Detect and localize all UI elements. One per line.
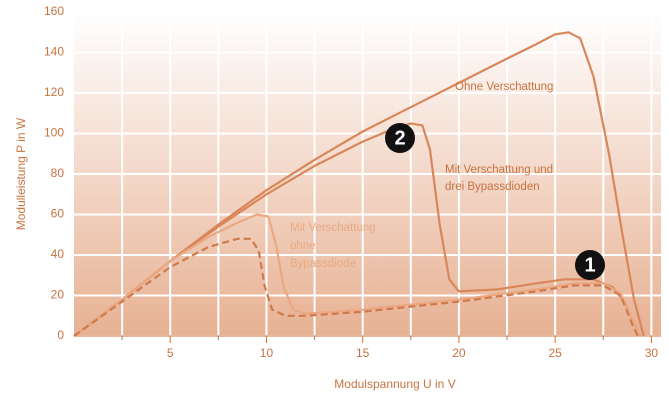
x-tick-label: 30 (645, 346, 659, 360)
annotation: Mit Verschattung (290, 222, 376, 234)
y-tick-label: 120 (44, 85, 64, 99)
annotation: Mit Verschattung und (445, 164, 553, 176)
y-tick-label: 20 (51, 288, 65, 302)
y-axis-label: Modulleistung P in W (14, 117, 28, 230)
series-line (73, 213, 641, 337)
y-tick-label: 160 (44, 4, 64, 18)
y-tick-label: 80 (51, 166, 65, 180)
y-tick-label: 100 (44, 126, 64, 140)
annotation: ohne (290, 240, 316, 252)
badge-label: 1 (584, 254, 595, 276)
y-tick-label: 60 (51, 207, 65, 221)
x-tick-label: 5 (167, 346, 174, 360)
x-tick-label: 25 (548, 346, 562, 360)
annotation: drei Bypassdioden (445, 181, 540, 193)
badge (575, 250, 605, 280)
y-tick-label: 40 (51, 247, 65, 261)
annotation: Bypassdiode (290, 258, 356, 270)
x-axis-label: Modulspannung U in V (334, 377, 455, 391)
x-tick-label: 15 (356, 346, 370, 360)
series-line (73, 31, 645, 337)
x-tick-label: 10 (260, 346, 274, 360)
annotation: Ohne Verschattung (455, 81, 553, 93)
y-tick-label: 0 (57, 328, 64, 342)
x-tick-label: 20 (452, 346, 466, 360)
badge (385, 123, 415, 153)
badge-label: 2 (394, 127, 405, 149)
y-tick-label: 140 (44, 45, 64, 59)
